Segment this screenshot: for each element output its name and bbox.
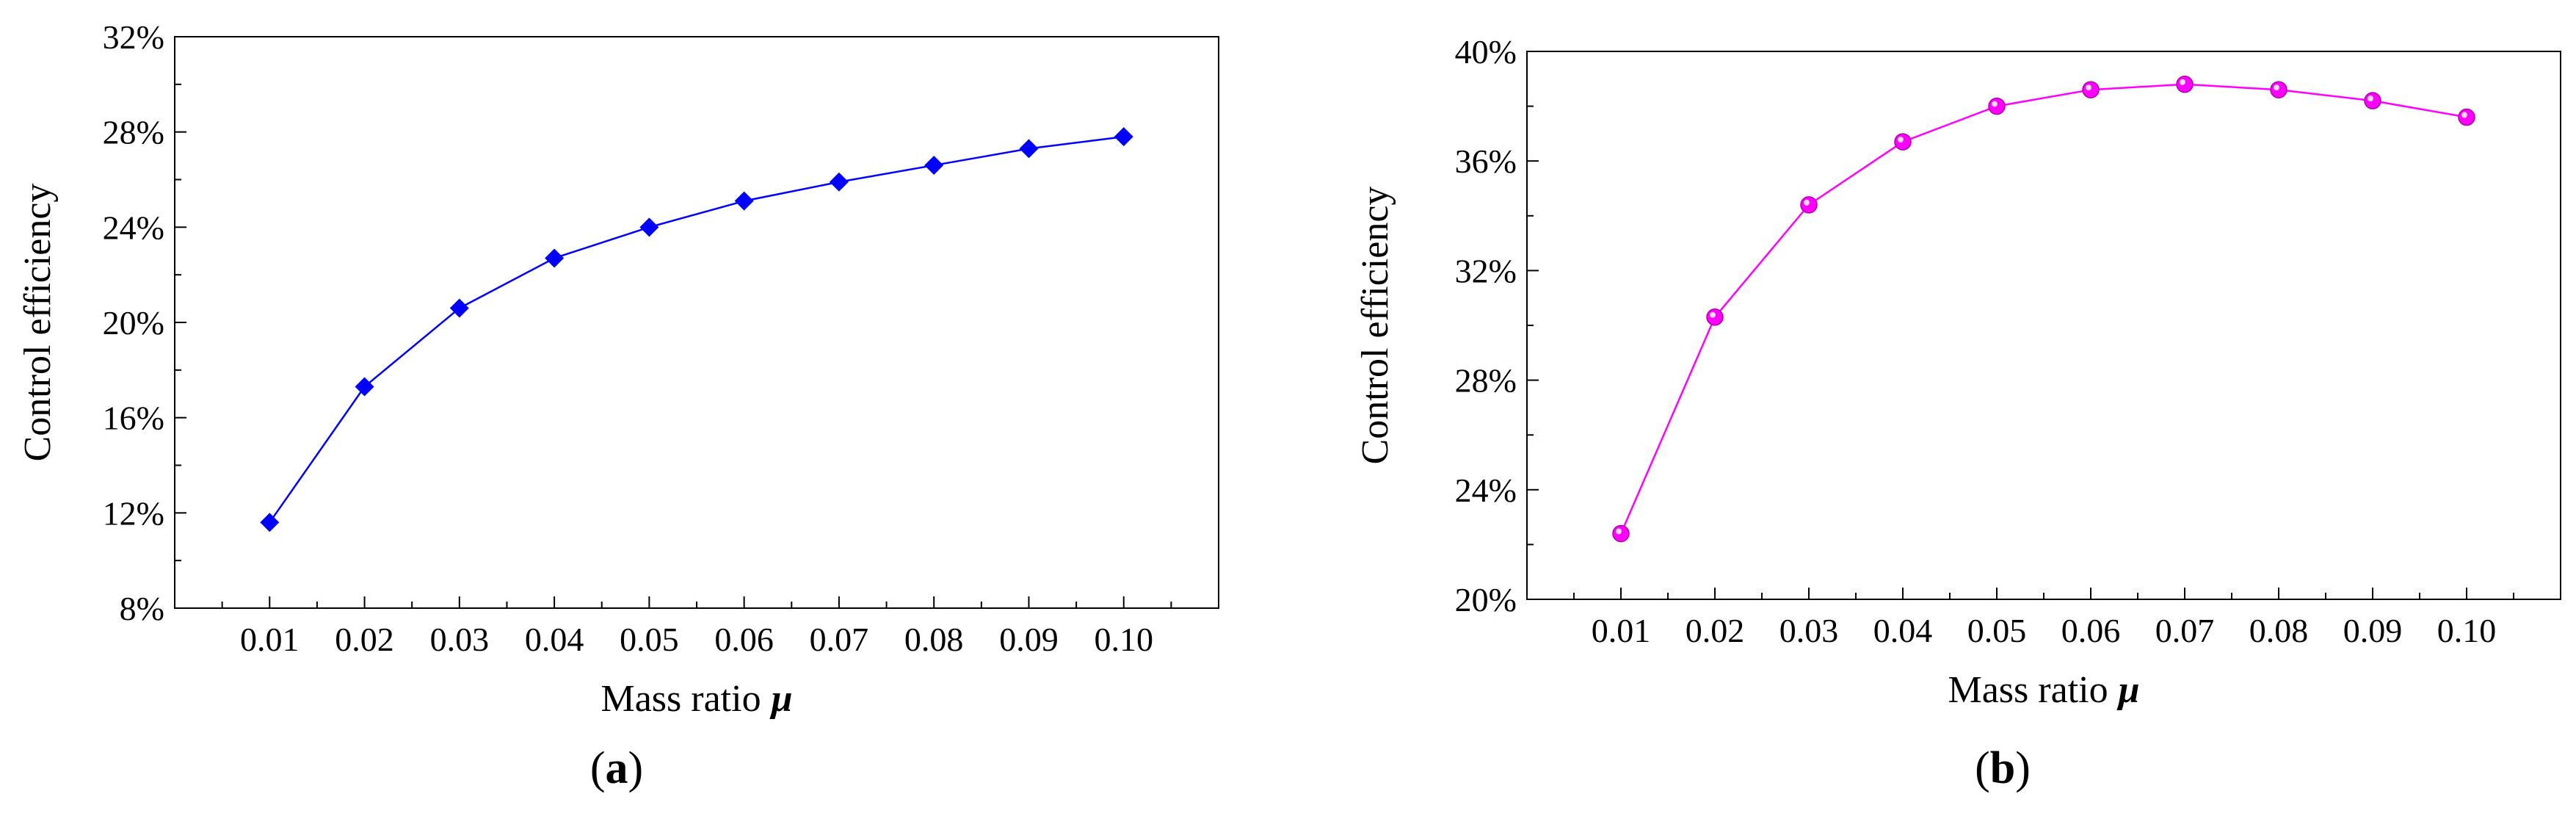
series-line — [1619, 83, 2467, 534]
x-tick-label: 0.07 — [2155, 612, 2215, 649]
data-point-highlight — [1616, 528, 1622, 535]
x-axis-title: Mass ratio μ — [601, 678, 792, 720]
data-point-highlight — [1992, 101, 1998, 107]
x-tick-label: 0.04 — [525, 621, 584, 658]
data-point-highlight — [2274, 84, 2279, 91]
data-point — [2176, 76, 2194, 93]
y-tick-label: 32% — [1455, 252, 1517, 289]
x-tick-label: 0.04 — [1873, 612, 1933, 649]
data-point — [639, 217, 659, 237]
panel-label-close: ) — [628, 743, 644, 793]
data-point — [829, 172, 849, 192]
panel-label: (a) — [590, 743, 643, 793]
data-point — [734, 191, 754, 211]
x-tick-label: 0.09 — [2343, 612, 2403, 649]
x-tick-label: 0.02 — [335, 621, 394, 658]
y-tick-label: 32% — [103, 18, 164, 56]
series-line — [269, 135, 1124, 524]
panel-label-open: ( — [1975, 743, 1990, 793]
data-point-highlight — [2368, 95, 2373, 102]
y-tick-label: 28% — [103, 114, 164, 151]
y-tick-label: 24% — [103, 209, 164, 246]
panel-label-letter: b — [1990, 743, 2015, 793]
chart-panel-a: 8% 12% 16% 20% 24% 28% 32% 0.01 0.02 0.03 0.04 0.05… — [17, 18, 1219, 793]
x-axis-title-text: Mass ratio — [1948, 669, 2108, 711]
data-point — [449, 298, 469, 318]
panel-label: (b) — [1975, 743, 2031, 793]
x-tick-label: 0.01 — [240, 621, 300, 658]
data-point — [2458, 108, 2475, 126]
data-point-highlight — [1898, 137, 1904, 143]
panel-label-letter: a — [606, 743, 628, 793]
x-tick-label: 0.02 — [1686, 612, 1745, 649]
x-tick-label: 0.06 — [2061, 612, 2121, 649]
x-tick-label: 0.03 — [430, 621, 490, 658]
x-tick-label: 0.10 — [1094, 621, 1153, 658]
data-point — [1800, 196, 1818, 214]
x-tick-label: 0.10 — [2437, 612, 2497, 649]
x-tick-label: 0.07 — [810, 621, 869, 658]
x-tick-label: 0.09 — [999, 621, 1059, 658]
y-tick-label: 28% — [1455, 362, 1517, 400]
y-tick-label: 40% — [1455, 33, 1517, 71]
y-axis-title: Control efficiency — [1354, 187, 1396, 465]
x-tick-label: 0.06 — [714, 621, 774, 658]
x-tick-label: 0.05 — [620, 621, 679, 658]
data-point — [2082, 81, 2100, 98]
x-tick-label: 0.01 — [1592, 612, 1651, 649]
x-tick-label: 0.03 — [1779, 612, 1839, 649]
y-tick-label: 24% — [1455, 472, 1517, 509]
y-axis-title: Control efficiency — [17, 184, 59, 462]
y-tick-label: 20% — [1455, 581, 1517, 618]
data-point-highlight — [1710, 311, 1716, 318]
data-point-highlight — [1804, 199, 1810, 206]
data-point — [924, 156, 944, 176]
x-axis-title-symbol: μ — [769, 678, 793, 720]
chart-panel-b: 20% 24% 28% 32% 36% 40% 0.01 0.02 0.03 0.04 0.05 0.… — [1354, 33, 2561, 793]
data-point — [2270, 81, 2287, 98]
y-tick-label: 36% — [1455, 142, 1517, 180]
y-tick-label: 16% — [103, 400, 164, 437]
data-point-highlight — [2461, 112, 2467, 118]
panel-label-close: ) — [2015, 743, 2031, 793]
x-axis-title: Mass ratio μ — [1948, 669, 2139, 711]
data-point — [2364, 92, 2381, 109]
data-point-highlight — [2086, 84, 2091, 91]
x-axis-title-symbol: μ — [2116, 669, 2140, 711]
panel-label-open: ( — [590, 743, 606, 793]
data-point — [1706, 308, 1724, 326]
data-point — [1114, 127, 1133, 147]
x-tick-label: 0.08 — [904, 621, 964, 658]
data-point — [260, 513, 280, 532]
data-point — [545, 248, 565, 268]
data-point — [1612, 524, 1630, 543]
data-point — [1894, 133, 1912, 151]
plot-frame — [174, 36, 1219, 609]
y-tick-label: 12% — [103, 494, 164, 532]
y-tick-label: 8% — [120, 590, 164, 627]
data-point-highlight — [2180, 79, 2185, 85]
y-tick-label: 20% — [103, 304, 164, 342]
x-tick-label: 0.08 — [2249, 612, 2309, 649]
data-point — [355, 377, 374, 397]
x-tick-label: 0.05 — [1967, 612, 2027, 649]
plot-frame — [1526, 51, 2561, 600]
data-point — [1019, 139, 1039, 159]
x-axis-title-text: Mass ratio — [601, 678, 761, 720]
data-point — [1988, 97, 2006, 115]
